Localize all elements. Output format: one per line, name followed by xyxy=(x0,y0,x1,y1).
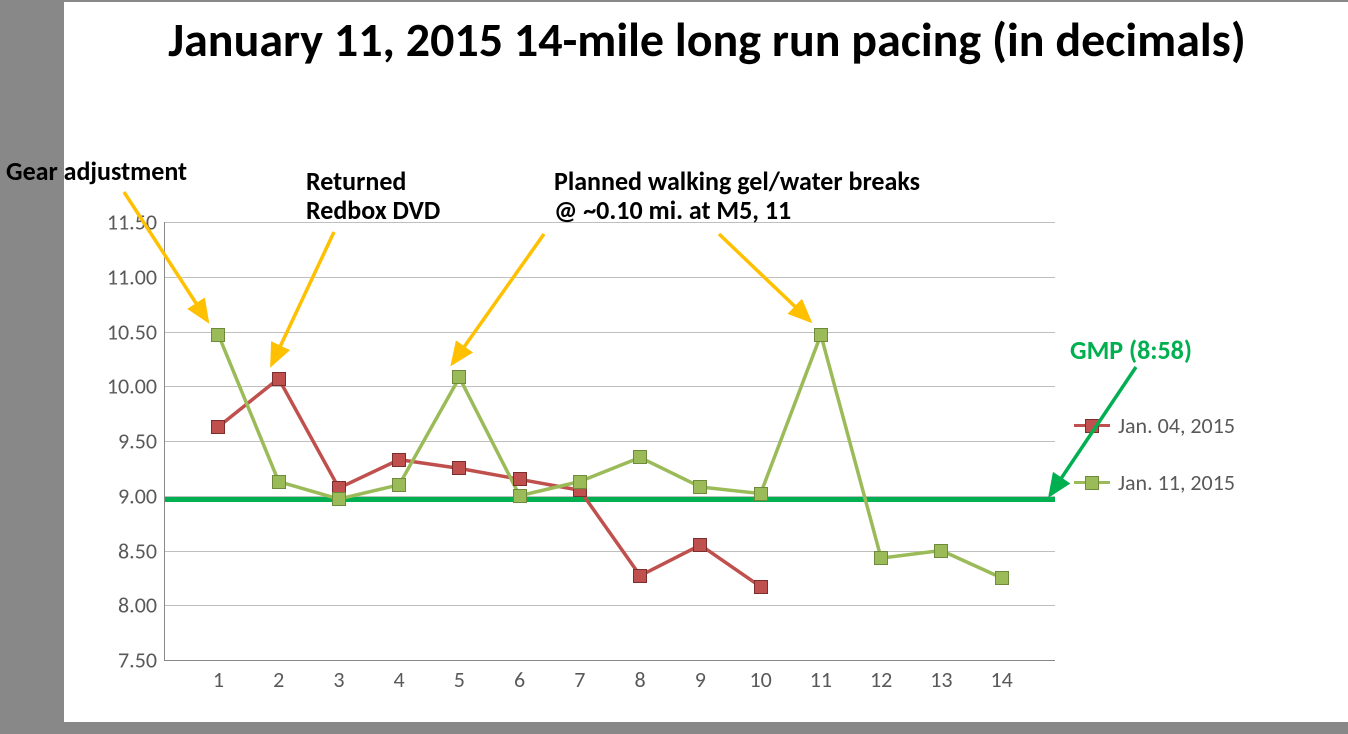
legend-item-jan11: Jan. 11, 2015 xyxy=(1074,469,1235,496)
x-axis-label: 14 xyxy=(982,666,1022,693)
data-marker xyxy=(754,487,768,501)
legend-label-jan11: Jan. 11, 2015 xyxy=(1118,469,1235,496)
data-marker xyxy=(272,372,286,386)
plot-area: 7.508.008.509.009.5010.0010.5011.0011.50… xyxy=(164,222,1055,661)
chart-title: January 11, 2015 14-mile long run pacing… xyxy=(64,12,1348,67)
data-marker xyxy=(633,450,647,464)
data-marker xyxy=(754,580,768,594)
x-axis-label: 4 xyxy=(379,666,419,693)
data-marker xyxy=(934,544,948,558)
y-axis-label: 9.00 xyxy=(77,482,157,509)
data-marker xyxy=(814,328,828,342)
data-marker xyxy=(693,538,707,552)
chart-container: January 11, 2015 14-mile long run pacing… xyxy=(62,0,1348,724)
series-line-1 xyxy=(218,335,1001,578)
x-axis-label: 11 xyxy=(801,666,841,693)
x-axis-label: 8 xyxy=(620,666,660,693)
x-axis-label: 6 xyxy=(500,666,540,693)
y-axis-label: 11.00 xyxy=(77,263,157,290)
y-axis-label: 7.50 xyxy=(77,647,157,674)
gmp-label: GMP (8:58) xyxy=(1070,334,1192,366)
x-axis-label: 13 xyxy=(921,666,961,693)
data-marker xyxy=(211,328,225,342)
x-axis-label: 10 xyxy=(741,666,781,693)
legend-swatch-jan04 xyxy=(1074,424,1110,428)
data-marker xyxy=(392,478,406,492)
x-axis-label: 5 xyxy=(439,666,479,693)
data-marker xyxy=(513,489,527,503)
data-marker xyxy=(452,370,466,384)
series-line-0 xyxy=(218,379,760,587)
legend-item-jan04: Jan. 04, 2015 xyxy=(1074,412,1235,439)
x-axis-label: 7 xyxy=(560,666,600,693)
annotation-redbox: Returned Redbox DVD xyxy=(306,167,440,224)
data-marker xyxy=(452,461,466,475)
data-marker xyxy=(693,480,707,494)
data-marker xyxy=(995,571,1009,585)
data-marker xyxy=(332,492,346,506)
annotation-breaks: Planned walking gel/water breaks @ ~0.10… xyxy=(554,167,920,224)
x-axis-label: 2 xyxy=(259,666,299,693)
legend: Jan. 04, 2015 Jan. 11, 2015 xyxy=(1074,412,1235,526)
legend-swatch-jan11 xyxy=(1074,481,1110,485)
y-axis-label: 11.50 xyxy=(77,209,157,236)
data-marker xyxy=(874,551,888,565)
legend-label-jan04: Jan. 04, 2015 xyxy=(1118,412,1235,439)
y-axis-label: 10.00 xyxy=(77,373,157,400)
chart-lines xyxy=(165,222,1055,660)
data-marker xyxy=(513,472,527,486)
x-axis-label: 1 xyxy=(198,666,238,693)
data-marker xyxy=(272,475,286,489)
y-axis-label: 8.50 xyxy=(77,537,157,564)
y-axis-label: 9.50 xyxy=(77,428,157,455)
y-axis-label: 8.00 xyxy=(77,592,157,619)
x-axis-label: 9 xyxy=(680,666,720,693)
data-marker xyxy=(211,420,225,434)
data-marker xyxy=(392,453,406,467)
data-marker xyxy=(573,475,587,489)
x-axis-label: 12 xyxy=(861,666,901,693)
x-axis-label: 3 xyxy=(319,666,359,693)
y-axis-label: 10.50 xyxy=(77,318,157,345)
annotation-gear: Gear adjustment xyxy=(6,157,187,186)
data-marker xyxy=(633,569,647,583)
